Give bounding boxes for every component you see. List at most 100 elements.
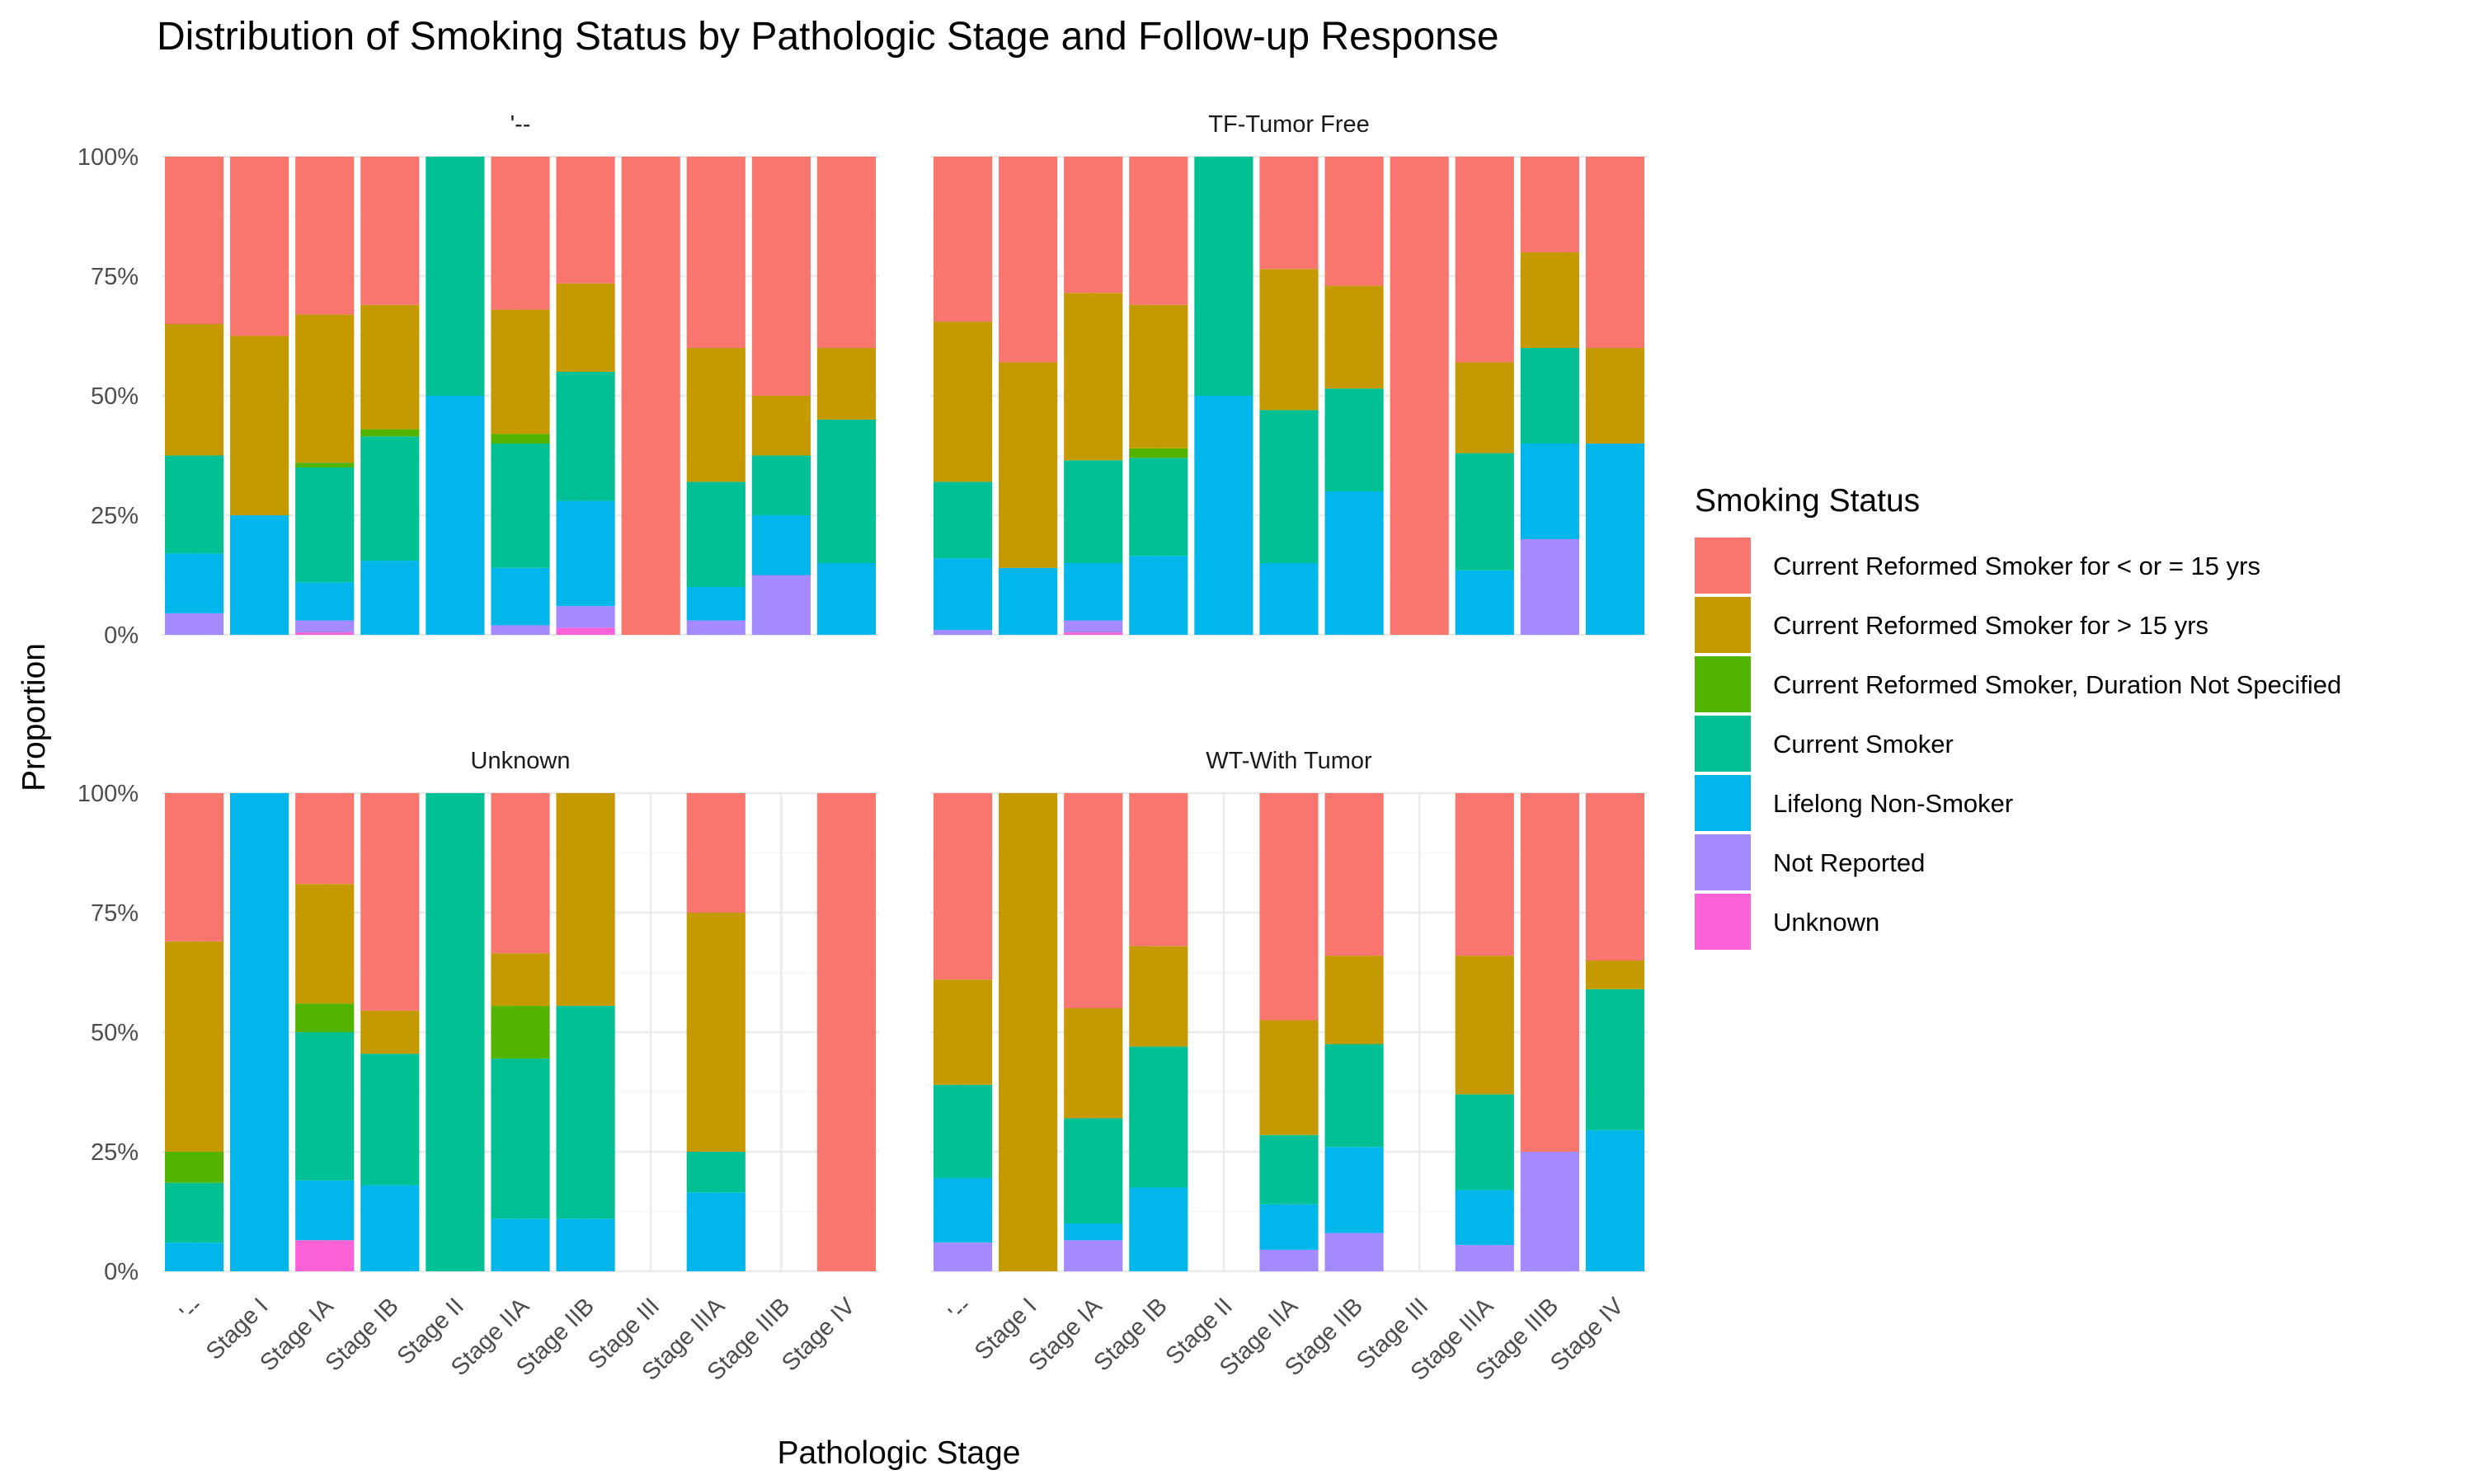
bar-segment [1324,1233,1384,1271]
bar-segment [360,436,420,561]
bar-segment [1129,793,1188,946]
bar-segment [426,793,485,1271]
bar-segment [295,1032,355,1181]
bar-segment [556,283,615,372]
legend-label: Unknown [1773,908,1879,937]
bar-segment [1259,1249,1319,1271]
legend: Smoking Status Current Reformed Smoker f… [1695,483,2341,950]
bar-segment [686,793,745,913]
legend-swatch [1695,656,1751,712]
legend-label: Current Reformed Smoker for > 15 yrs [1773,611,2208,640]
bar-segment [295,1180,355,1241]
bar-segment [1520,444,1579,539]
bar-segment [556,500,615,607]
bar-segment [1455,453,1514,571]
legend-label: Current Smoker [1773,730,1954,758]
facet-strip-label: Unknown [471,748,571,774]
bar-segment [1259,1134,1319,1205]
bar-segment [1585,960,1645,989]
bar-segment [556,1219,615,1271]
bar-segment [933,1084,993,1178]
bar-segment [1129,458,1188,556]
y-tick-label: 50% [91,383,139,410]
bar-segment [360,1185,420,1271]
bar-segment [686,348,745,482]
bar-segment [686,1152,745,1193]
bar-segment [933,157,993,322]
chart-title: Distribution of Smoking Status by Pathol… [157,15,1499,59]
bar-segment [360,1054,420,1186]
bar-segment [556,793,615,1007]
x-tick-label: '-- [175,1293,208,1326]
bar-segment [1455,1245,1514,1271]
bar-segment [999,362,1058,568]
bar-segment [360,304,420,430]
bar-segment [1129,448,1188,458]
facet-strip-label: TF-Tumor Free [1208,111,1369,138]
bar-segment [816,563,877,635]
bar-segment [1194,157,1253,396]
bar-segment [1064,460,1123,563]
bar-segment [164,1152,224,1183]
y-tick-label: 100% [78,781,139,807]
bar-segment [360,1010,420,1054]
bar-segment [1064,1240,1123,1271]
bar-segment [295,620,355,633]
bar-segment [1064,563,1123,621]
bar-segment [556,1006,615,1219]
bar-segment [556,627,615,635]
x-axis-title: Pathologic Stage [778,1435,1021,1471]
bar-segment [164,793,224,942]
bar-segment [164,1182,224,1243]
bar-segment [1585,1129,1645,1271]
bar-segment [426,396,485,635]
bar-segment [1259,793,1319,1021]
facet-panels: '-- 0% 25% 50% 75% 100% TF-Tumor Free Unknown 0%… [78,111,1648,1386]
bar-segment [1455,570,1514,635]
bar-segment [1585,348,1645,444]
bar-segment [1194,396,1253,635]
bar-segment [751,157,811,396]
x-tick-label: Stage IV [777,1293,861,1377]
bar-segment [1324,793,1384,956]
bar-segment [1585,989,1645,1130]
bar-segment [1129,157,1188,305]
bar-segment [1064,1118,1123,1223]
bar-segment [1259,1204,1319,1250]
bar-segment [164,157,224,324]
bar-segment [295,884,355,1004]
bar-segment [230,793,289,1271]
bar-segment [491,793,550,954]
bar-segment [491,1219,550,1271]
legend-swatch [1695,834,1751,890]
bar-segment [230,336,289,515]
legend-item: Lifelong Non-Smoker [1695,775,2013,831]
bar-segment [164,941,224,1152]
bar-segment [999,793,1058,1271]
bar-segment [491,625,550,635]
bar-segment [491,953,550,1007]
facet-panel: TF-Tumor Free [930,111,1648,636]
bar-segment [360,561,420,635]
y-tick-label: 25% [91,503,139,529]
legend-item: Current Reformed Smoker for > 15 yrs [1695,597,2208,653]
bar-segment [491,1006,550,1059]
facet-strip-label: WT-With Tumor [1206,748,1372,774]
bar-segment [1259,269,1319,411]
legend-item: Not Reported [1695,834,1925,890]
bar-segment [1064,632,1123,635]
bar-segment [491,1058,550,1219]
bar-segment [1455,1094,1514,1190]
bar-segment [933,1242,993,1271]
bar-segment [1129,1046,1188,1188]
facet-panel: '-- 0% 25% 50% 75% 100% [78,111,879,649]
y-tick-label: 0% [104,622,139,649]
bar-segment [1129,946,1188,1047]
bar-segment [1520,348,1579,444]
bar-segment [1585,157,1645,348]
bar-segment [1259,1020,1319,1135]
bar-segment [491,434,550,444]
bar-segment [1585,444,1645,635]
bar-segment [751,396,811,456]
bar-segment [1259,410,1319,563]
